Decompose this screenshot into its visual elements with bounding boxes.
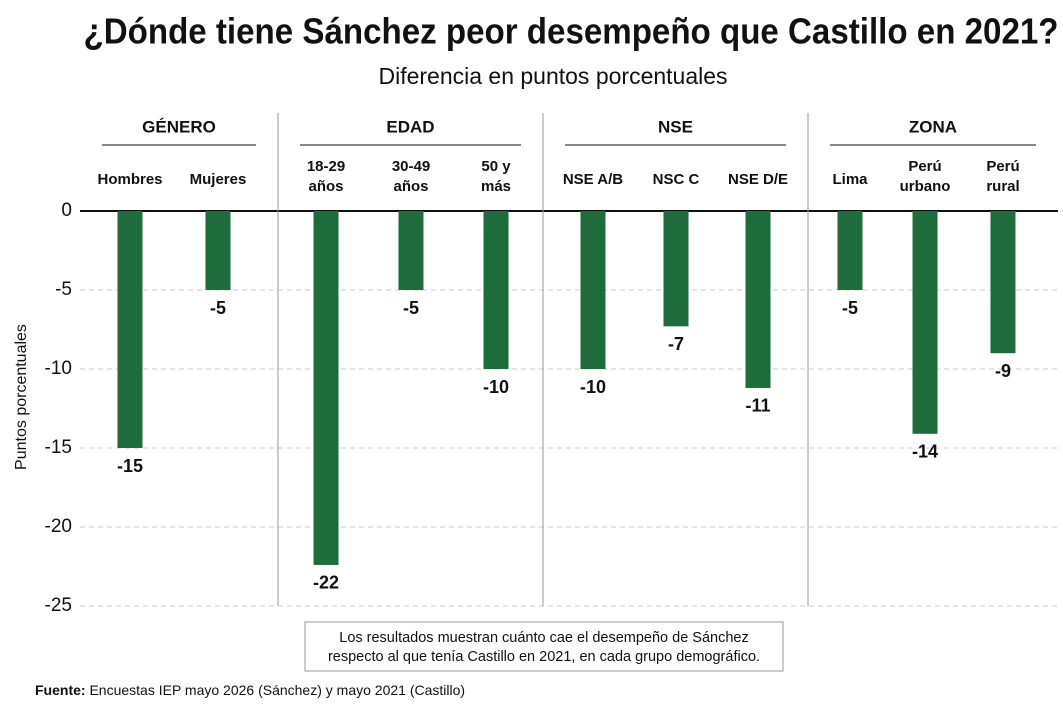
group-label: NSE (658, 117, 693, 136)
x-tick-label: NSC C (652, 171, 700, 188)
x-tick-label: 18-29 años (306, 158, 346, 195)
y-tick-label: -10 (45, 358, 72, 379)
bar (663, 211, 689, 327)
y-axis-label: Puntos porcentuales (13, 324, 30, 470)
chart-subtitle: Diferencia en puntos porcentuales (378, 63, 727, 89)
group-label: GÉNERO (142, 117, 216, 136)
value-label: -15 (117, 456, 143, 476)
value-label: -10 (483, 377, 509, 397)
value-label: -22 (313, 573, 339, 593)
y-tick-label: -25 (45, 595, 72, 616)
bar (990, 211, 1016, 354)
x-tick-label: Hombres (97, 171, 163, 188)
value-label: -9 (995, 361, 1011, 381)
value-label: -10 (580, 377, 606, 397)
x-tick-label: Perú urbano (899, 158, 951, 195)
source: Fuente: Encuestas IEP mayo 2026 (Sánchez… (35, 682, 465, 698)
note-box (304, 621, 784, 672)
bar (745, 211, 771, 388)
x-tick-label: NSE A/B (562, 171, 624, 188)
bar (580, 211, 606, 369)
x-tick-label: Perú rural (986, 158, 1020, 195)
value-label: -7 (668, 334, 684, 354)
bar (483, 211, 509, 369)
x-tick-label: NSE D/E (727, 171, 788, 188)
value-label: -5 (210, 298, 226, 318)
x-tick-label: 50 y más (480, 158, 512, 195)
y-tick-label: 0 (61, 200, 72, 221)
group-label: ZONA (909, 117, 957, 136)
x-tick-label: 30-49 años (391, 158, 431, 195)
bar (117, 211, 143, 448)
source-text: Encuestas IEP mayo 2026 (Sánchez) y mayo… (89, 682, 465, 698)
note-line: respecto al que tenía Castillo en 2021, … (328, 649, 760, 665)
chart-title: ¿Dónde tiene Sánchez peor desempeño que … (84, 11, 1059, 52)
y-tick-label: -20 (45, 516, 72, 537)
bar (837, 211, 863, 290)
x-tick-label: Mujeres (189, 171, 247, 188)
y-tick-label: -5 (55, 279, 72, 300)
bar (912, 211, 938, 434)
source-label: Fuente: (35, 682, 86, 698)
note-line: Los resultados muestran cuánto cae el de… (339, 630, 748, 646)
group-label: EDAD (386, 117, 434, 136)
value-label: -11 (745, 396, 770, 416)
bar (398, 211, 424, 290)
y-tick-label: -15 (45, 437, 72, 458)
bar (205, 211, 231, 290)
value-label: -14 (912, 442, 938, 462)
x-tick-label: Lima (832, 171, 868, 188)
value-label: -5 (842, 298, 858, 318)
bar (313, 211, 339, 565)
value-label: -5 (403, 298, 419, 318)
